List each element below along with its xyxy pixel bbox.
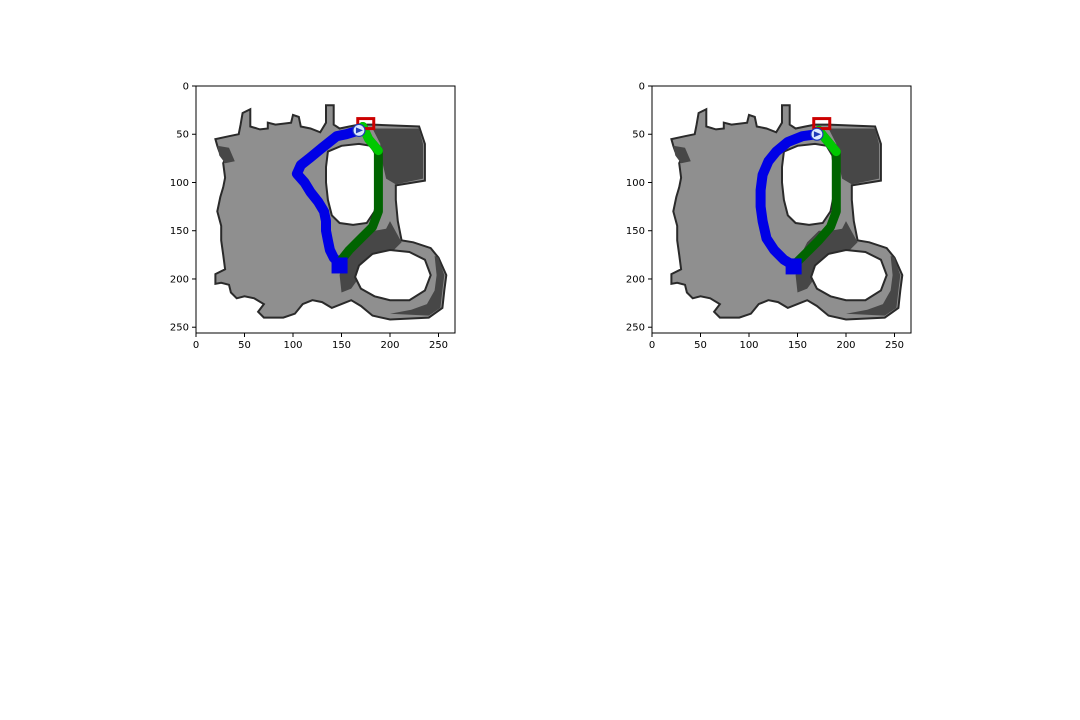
x-tick-label: 200: [836, 340, 855, 351]
path-blue: [755, 129, 822, 271]
map-shadow-region-1: [828, 128, 879, 185]
x-tick-label: 0: [193, 340, 199, 351]
start-marker: [331, 257, 348, 274]
x-tick-label: 150: [332, 340, 351, 351]
map-panel-right: 0 50 100 150 200 250 0 50 100 150 200 250: [626, 82, 912, 351]
x-tick-label: 0: [649, 340, 655, 351]
y-tick-label: 200: [170, 274, 189, 285]
map-obstacle-1: [781, 142, 836, 226]
map-shadow-region-1: [372, 128, 423, 185]
y-tick-label: 100: [170, 178, 189, 189]
x-tick-label: 150: [788, 340, 807, 351]
y-tick-label: 50: [176, 130, 189, 141]
x-tick-label: 100: [283, 340, 302, 351]
map-obstacle-2: [810, 248, 888, 302]
map-obstacle-1: [325, 142, 380, 226]
y-tick-label: 100: [626, 178, 645, 189]
axes-frame-right: [651, 85, 912, 334]
path-blue: [291, 125, 364, 269]
map-shadow-region-4: [673, 145, 691, 164]
agent-heading-icon: [813, 131, 821, 138]
x-tick-label: 50: [238, 340, 251, 351]
y-tick-label: 200: [626, 274, 645, 285]
y-tick-label: 150: [626, 226, 645, 237]
x-tick-label: 200: [380, 340, 399, 351]
y-tick-label: 250: [626, 323, 645, 334]
map-shadow-region-4: [217, 145, 235, 164]
map-obstacle-2: [354, 248, 432, 302]
x-tick-label: 50: [694, 340, 707, 351]
x-tick-label: 250: [429, 340, 448, 351]
map-shadow-region-3: [846, 255, 901, 316]
map-shadow-region-3: [390, 255, 445, 316]
start-marker: [785, 258, 802, 275]
y-tick-label: 0: [639, 82, 645, 93]
goal-marker: [356, 117, 376, 131]
map-panel-left: 0 50 100 150 200 250 0 50 100 150 200 250: [170, 82, 456, 351]
goal-marker: [812, 117, 832, 131]
x-tick-label: 100: [739, 340, 758, 351]
y-tick-label: 50: [632, 130, 645, 141]
agent-heading-icon: [355, 127, 363, 134]
axes-frame-left: [195, 85, 456, 334]
y-tick-label: 250: [170, 323, 189, 334]
x-tick-label: 250: [885, 340, 904, 351]
y-tick-label: 0: [183, 82, 189, 93]
y-tick-label: 150: [170, 226, 189, 237]
